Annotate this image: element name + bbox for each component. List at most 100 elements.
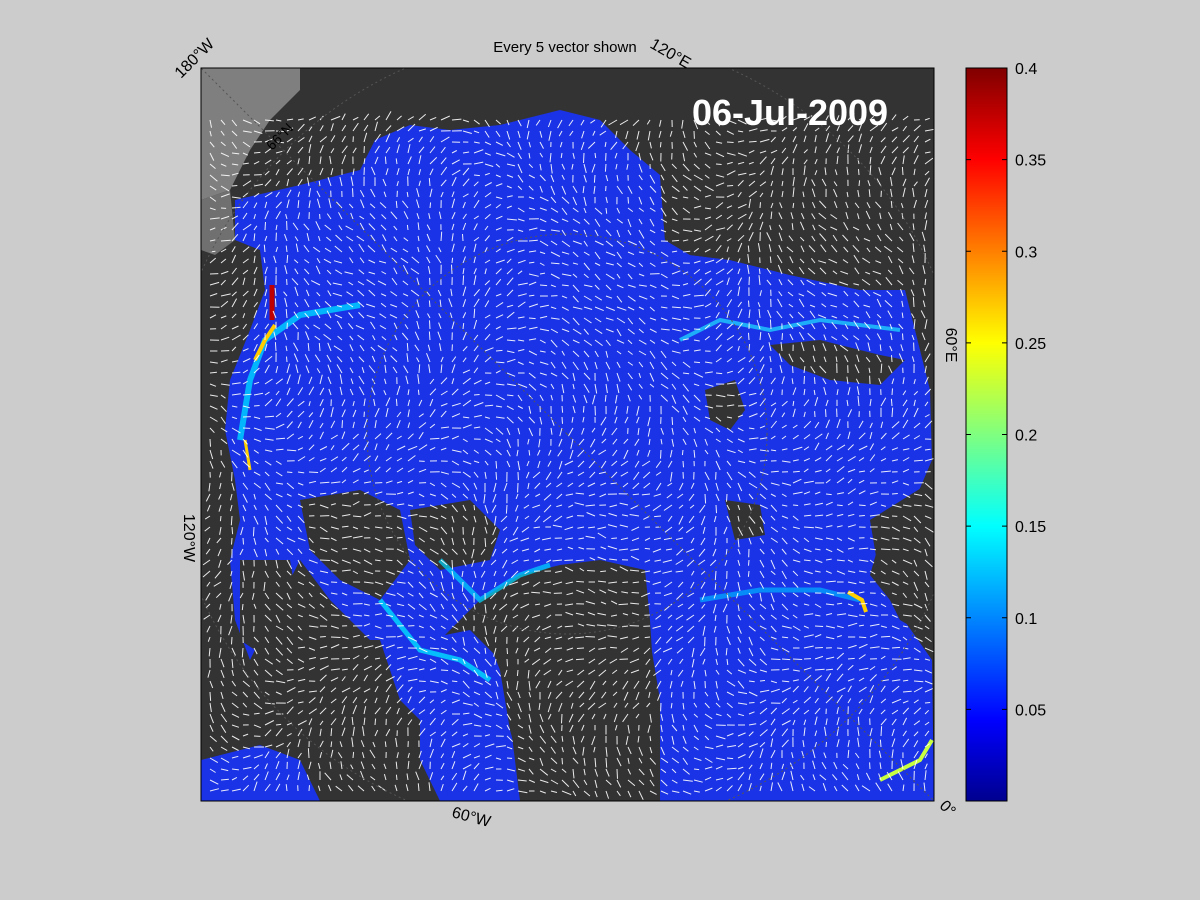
ice-motion-vector [585,504,596,507]
ice-motion-vector [462,151,470,154]
ice-motion-vector [462,733,469,737]
ice-motion-vector [341,145,348,154]
ice-motion-vector [759,181,767,187]
ice-motion-vector [693,427,696,434]
ice-motion-vector [638,383,643,389]
ice-motion-vector [264,493,272,500]
ice-motion-vector [648,438,651,445]
ice-motion-vector [902,690,912,693]
ice-motion-vector [858,180,861,187]
ice-motion-vector [451,581,454,590]
ice-motion-vector [853,315,860,319]
ice-motion-vector [825,686,830,693]
ice-motion-vector [440,482,447,488]
ice-motion-vector [631,537,640,542]
ice-motion-vector [341,442,350,451]
ice-motion-vector [726,515,731,523]
ice-motion-vector [484,603,487,614]
ice-motion-vector [294,236,299,242]
ice-motion-vector [592,394,596,405]
ice-motion-vector [381,271,387,275]
ice-motion-vector [539,272,546,275]
ice-motion-vector [400,257,409,264]
ice-motion-vector [440,356,444,363]
ice-motion-vector [297,603,306,608]
ice-motion-vector [565,493,574,496]
ice-motion-vector [297,191,301,198]
ice-motion-vector [858,654,866,660]
ice-motion-vector [808,245,816,253]
ice-motion-vector [539,350,546,353]
ice-motion-vector [517,757,526,763]
ice-motion-vector [294,286,299,297]
ice-motion-vector [891,592,897,596]
ice-motion-vector [341,636,349,640]
ice-motion-vector [319,728,322,737]
ice-motion-vector [608,512,618,517]
ice-motion-vector [503,570,508,577]
ice-motion-vector [524,647,530,657]
ice-motion-vector [473,414,482,418]
ice-motion-vector [517,460,521,471]
ice-motion-vector [366,314,376,319]
ice-motion-vector [666,493,673,499]
ice-motion-vector [682,427,689,436]
ice-motion-vector [726,493,728,502]
ice-motion-vector [220,279,226,286]
ice-motion-vector [370,166,376,176]
ice-motion-vector [286,146,292,154]
ice-motion-vector [814,559,823,563]
ice-motion-vector [726,691,735,697]
ice-motion-vector [649,218,655,227]
ice-motion-vector [451,504,458,513]
ice-motion-vector [330,677,339,682]
ice-motion-vector [381,214,387,220]
ice-motion-vector [557,625,563,629]
ice-motion-vector [451,658,458,661]
ice-motion-vector [319,707,327,715]
ice-motion-vector [853,283,860,286]
ice-motion-vector [396,603,405,607]
ice-motion-vector [913,559,918,567]
ice-motion-vector [286,199,290,209]
ice-motion-vector [819,774,827,781]
ice-motion-vector [264,526,269,535]
ice-motion-vector [208,482,211,492]
ice-motion-vector [726,214,733,220]
ice-motion-vector [737,515,740,522]
ice-motion-vector [440,669,449,671]
ice-motion-vector [880,446,886,451]
ice-motion-vector [274,298,277,308]
ice-motion-vector [341,431,346,440]
ice-motion-vector [682,394,690,403]
ice-motion-vector [352,614,362,617]
ice-motion-vector [814,514,824,517]
ice-motion-vector [781,570,787,580]
ice-motion-vector [216,537,222,544]
ice-motion-vector [629,658,640,664]
graticule [201,68,934,801]
ice-motion-vector [572,251,579,258]
ice-motion-vector [583,152,585,164]
ice-motion-vector [220,152,230,158]
ice-motion-vector [847,678,855,682]
ice-motion-vector [671,746,680,753]
ice-motion-vector [242,313,246,319]
ice-motion-vector [682,372,690,375]
ice-motion-vector [836,433,841,440]
ice-motion-vector [792,559,801,563]
ice-motion-vector [440,658,449,665]
ice-motion-vector [869,727,873,737]
ice-motion-vector [374,466,381,473]
ice-motion-vector [286,482,295,490]
ice-motion-vector [429,772,434,781]
ice-motion-vector [462,785,468,792]
ice-motion-vector [326,269,332,275]
ice-motion-vector [884,245,893,253]
ice-motion-vector [623,691,629,701]
ice-motion-vector [253,781,258,792]
ice-motion-vector [876,178,882,187]
ice-motion-vector [600,570,607,573]
ice-motion-vector [341,569,351,572]
ice-motion-vector [462,346,468,352]
